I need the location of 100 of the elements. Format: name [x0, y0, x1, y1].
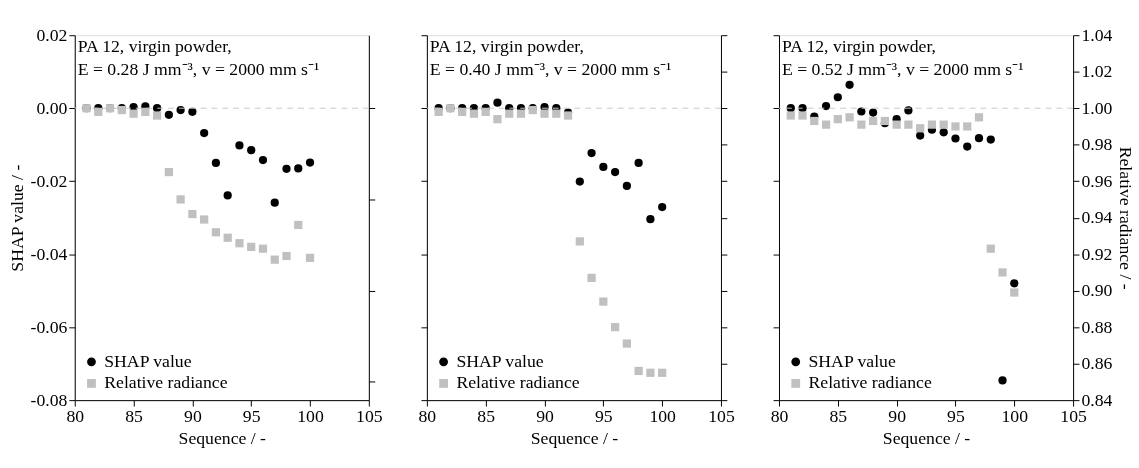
point	[1010, 288, 1019, 297]
point	[282, 164, 291, 173]
point	[845, 80, 854, 89]
y2-axis-title: Relative radiance / -	[1116, 146, 1137, 290]
point	[469, 109, 479, 118]
point	[235, 239, 244, 248]
point	[575, 177, 584, 186]
point	[540, 109, 549, 118]
point	[939, 128, 948, 137]
point	[141, 107, 150, 116]
point	[200, 215, 209, 224]
x-axis-title: Sequence / -	[530, 427, 619, 448]
x-axis-title: Sequence / -	[178, 427, 267, 448]
point	[599, 297, 608, 306]
point	[211, 158, 221, 168]
point	[998, 376, 1007, 385]
x-tick-label: 85	[477, 406, 496, 427]
point	[164, 110, 173, 119]
point	[869, 108, 878, 117]
point	[939, 120, 948, 129]
point	[963, 142, 972, 151]
point	[951, 122, 960, 131]
y2-tick-label: 0.92	[1081, 243, 1113, 264]
y2-tick-label: 0.94	[1081, 207, 1113, 228]
point	[622, 181, 631, 191]
y-tick-label: 0.02	[36, 24, 68, 45]
point	[587, 273, 596, 283]
legend-label: Relative radiance	[104, 372, 228, 393]
x-axis-title: Sequence / -	[882, 427, 971, 448]
annotation: E = 0.52 J mm⁻³, v = 2000 mm s⁻¹	[781, 58, 1024, 79]
point	[927, 120, 937, 129]
y-tick-label: -0.04	[30, 243, 68, 264]
point	[821, 120, 831, 129]
y-tick-label: -0.06	[30, 316, 68, 337]
point	[516, 109, 526, 118]
y-tick-label: -0.08	[30, 389, 68, 410]
point	[610, 323, 620, 332]
annotation: E = 0.28 J mm⁻³, v = 2000 mm s⁻¹	[77, 58, 320, 79]
point	[821, 101, 831, 111]
annotation: E = 0.40 J mm⁻³, v = 2000 mm s⁻¹	[429, 58, 672, 79]
point	[634, 366, 643, 376]
annotation: PA 12, virgin powder,	[429, 35, 584, 56]
point	[164, 167, 173, 177]
point	[1010, 279, 1019, 288]
point	[974, 134, 984, 143]
point	[247, 146, 256, 155]
point	[658, 202, 667, 212]
x-tick-label: 90	[536, 406, 555, 427]
annotation: PA 12, virgin powder,	[781, 35, 937, 56]
point	[951, 134, 960, 143]
y2-tick-label: 0.98	[1081, 134, 1113, 155]
point	[974, 113, 984, 122]
point	[810, 116, 819, 126]
point	[998, 268, 1007, 277]
point	[963, 122, 972, 131]
point	[610, 167, 620, 177]
y-tick-label: -0.02	[30, 170, 68, 191]
y2-tick-label: 0.90	[1081, 280, 1113, 301]
x-tick-label: 95	[594, 406, 613, 427]
point	[247, 242, 256, 251]
x-tick-label: 80	[66, 406, 85, 427]
point	[505, 109, 514, 118]
point	[892, 120, 901, 129]
y-tick-label: 0.00	[36, 97, 68, 118]
point	[129, 109, 138, 118]
point	[188, 209, 197, 219]
x-tick-label: 95	[947, 406, 965, 427]
point	[176, 105, 185, 115]
point	[845, 113, 854, 122]
point	[833, 93, 842, 102]
x-tick-label: 105	[356, 406, 383, 427]
point	[223, 233, 232, 242]
point	[869, 116, 878, 126]
y2-tick-label: 1.00	[1081, 97, 1113, 118]
point	[786, 111, 795, 120]
point	[658, 368, 667, 377]
legend-label: SHAP value	[104, 350, 192, 371]
point	[305, 158, 315, 167]
point	[223, 191, 232, 200]
y2-tick-label: 0.96	[1081, 170, 1113, 191]
y2-tick-label: 0.86	[1081, 353, 1113, 374]
point	[200, 128, 209, 138]
x-tick-label: 100	[1001, 406, 1029, 427]
x-tick-label: 90	[888, 406, 907, 427]
point	[258, 155, 268, 165]
x-tick-label: 80	[418, 406, 437, 427]
point	[904, 106, 913, 115]
point	[986, 135, 995, 144]
point	[188, 107, 197, 116]
x-tick-label: 85	[125, 406, 144, 427]
legend-label: Relative radiance	[456, 372, 580, 393]
y2-tick-label: 0.88	[1081, 316, 1113, 337]
point	[176, 195, 185, 204]
point	[857, 120, 866, 129]
point	[599, 162, 608, 172]
point	[211, 228, 221, 237]
legend-label: Relative radiance	[808, 372, 932, 393]
point	[294, 164, 303, 173]
legend-label: SHAP value	[456, 350, 544, 371]
x-tick-label: 80	[770, 406, 789, 427]
